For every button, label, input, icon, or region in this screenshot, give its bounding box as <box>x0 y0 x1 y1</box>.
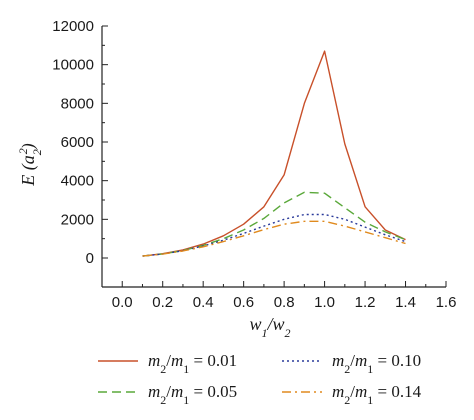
series-line-1 <box>142 50 406 257</box>
series-line-4 <box>142 220 406 257</box>
y-tick-label: 0 <box>86 250 94 267</box>
x-tick-label: 0.4 <box>193 294 214 311</box>
x-tick-label: 1.2 <box>355 294 376 311</box>
y-tick-label: 8000 <box>61 95 94 112</box>
x-tick-label: 0.0 <box>112 294 133 311</box>
legend: m2/m1 = 0.01 m2/m1 = 0.10 m2/m1 = 0.05 m2/m… <box>98 351 422 407</box>
legend-label-s3: m2/m1 = 0.10 <box>332 351 421 376</box>
y-tick-label: 6000 <box>61 134 94 151</box>
x-tick-label: 1.6 <box>436 294 457 311</box>
y-tick-label: 10000 <box>52 57 94 74</box>
legend-label-s4: m2/m1 = 0.14 <box>332 382 422 407</box>
x-tick-label: 1.0 <box>314 294 335 311</box>
series-group <box>142 50 406 257</box>
y-axis-label-group: E (a22) <box>16 143 44 187</box>
legend-label-s2: m2/m1 = 0.05 <box>148 382 237 407</box>
y-axis-label: E (a22) <box>16 143 44 187</box>
axes: 0 2000 4000 6000 8000 10000 12000 0.0 0.2 0.4 0.6 0… <box>52 18 456 311</box>
series-line-2 <box>142 191 406 257</box>
y-tick-label: 2000 <box>61 211 94 228</box>
x-tick-label: 0.2 <box>152 294 173 311</box>
series-line-3 <box>142 213 406 257</box>
y-tick-label: 12000 <box>52 18 94 35</box>
legend-label-s1: m2/m1 = 0.01 <box>148 351 237 376</box>
y-tick-label: 4000 <box>61 173 94 190</box>
x-axis-label: w1/w2 <box>249 314 290 340</box>
x-tick-label: 0.8 <box>274 294 295 311</box>
x-tick-label: 0.6 <box>233 294 254 311</box>
x-tick-label: 1.4 <box>395 294 416 311</box>
